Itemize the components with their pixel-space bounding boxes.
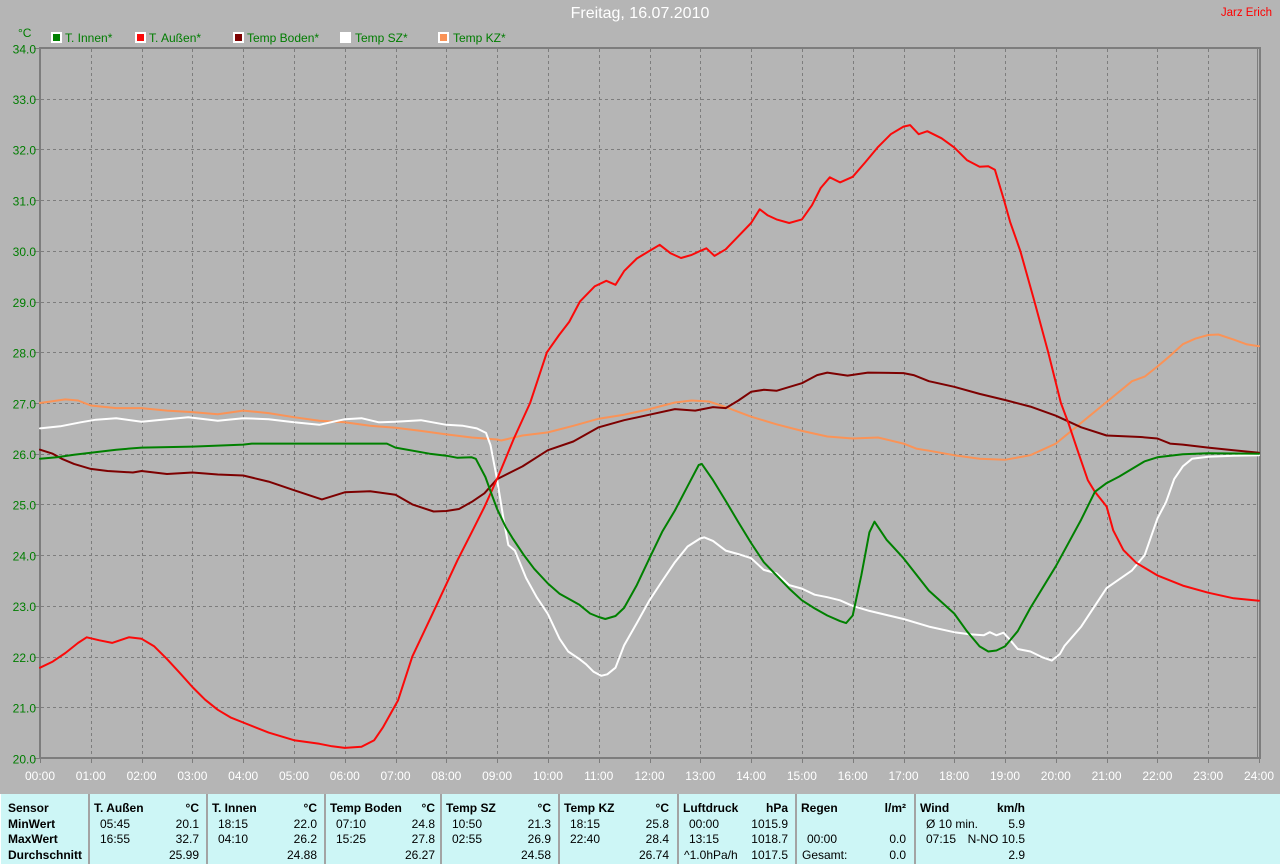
svg-text:11:00: 11:00 — [584, 769, 613, 783]
svg-text:01:00: 01:00 — [76, 769, 106, 783]
svg-text:22.0: 22.0 — [13, 651, 37, 665]
svg-text:30.0: 30.0 — [13, 245, 37, 259]
svg-text:00:00: 00:00 — [25, 769, 55, 783]
svg-text:24.0: 24.0 — [13, 549, 37, 563]
svg-text:03:00: 03:00 — [177, 769, 207, 783]
svg-text:14:00: 14:00 — [736, 769, 766, 783]
svg-text:22:00: 22:00 — [1142, 769, 1172, 783]
svg-text:07:00: 07:00 — [380, 769, 410, 783]
svg-text:23:00: 23:00 — [1193, 769, 1223, 783]
svg-text:18:00: 18:00 — [939, 769, 969, 783]
svg-text:27.0: 27.0 — [13, 397, 37, 411]
svg-text:32.0: 32.0 — [13, 144, 37, 158]
svg-text:28.0: 28.0 — [13, 347, 37, 361]
svg-text:24:00: 24:00 — [1244, 769, 1274, 783]
svg-text:08:00: 08:00 — [431, 769, 461, 783]
svg-text:20.0: 20.0 — [13, 752, 37, 766]
svg-text:34.0: 34.0 — [13, 42, 37, 56]
svg-text:15:00: 15:00 — [787, 769, 817, 783]
svg-text:19:00: 19:00 — [990, 769, 1020, 783]
svg-text:29.0: 29.0 — [13, 296, 37, 310]
svg-text:09:00: 09:00 — [482, 769, 512, 783]
svg-text:26.0: 26.0 — [13, 448, 37, 462]
svg-text:21:00: 21:00 — [1092, 769, 1122, 783]
svg-text:25.0: 25.0 — [13, 499, 37, 513]
svg-text:17:00: 17:00 — [888, 769, 918, 783]
svg-text:06:00: 06:00 — [330, 769, 360, 783]
svg-text:04:00: 04:00 — [228, 769, 258, 783]
svg-text:31.0: 31.0 — [13, 194, 37, 208]
svg-text:21.0: 21.0 — [13, 702, 37, 716]
svg-text:23.0: 23.0 — [13, 600, 37, 614]
svg-text:33.0: 33.0 — [13, 93, 37, 107]
svg-text:16:00: 16:00 — [838, 769, 868, 783]
svg-text:12:00: 12:00 — [634, 769, 664, 783]
svg-text:20:00: 20:00 — [1041, 769, 1071, 783]
svg-text:02:00: 02:00 — [127, 769, 157, 783]
svg-text:13:00: 13:00 — [685, 769, 715, 783]
svg-text:05:00: 05:00 — [279, 769, 309, 783]
svg-text:10:00: 10:00 — [533, 769, 563, 783]
